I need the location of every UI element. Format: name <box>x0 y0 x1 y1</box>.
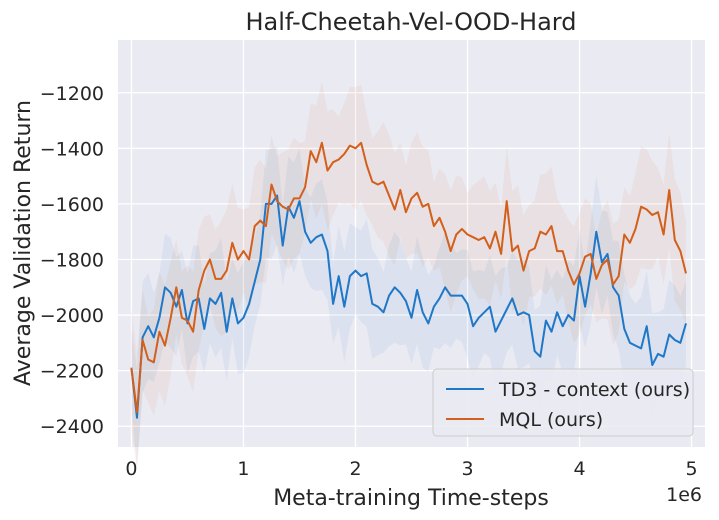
x-tick-labels: 0 1 2 3 4 5 <box>125 458 697 480</box>
x-tick-label: 0 <box>125 458 137 480</box>
x-tick-label: 3 <box>461 458 473 480</box>
line-td3-context-ours <box>130 194 687 419</box>
y-axis-label: Average Validation Return <box>11 100 36 386</box>
y-tick-labels: −2400 −2200 −2000 −1800 −1600 −1400 −1200 <box>40 83 104 438</box>
y-tick-label: −1800 <box>40 249 104 271</box>
x-axis-label: Meta-training Time-steps <box>273 486 549 511</box>
line-mql-ours <box>130 141 687 414</box>
legend-label-mql: MQL (ours) <box>499 409 603 431</box>
series-lines <box>130 141 687 419</box>
y-tick-label: −1600 <box>40 194 104 216</box>
x-tick-label: 5 <box>686 458 698 480</box>
band-mql-ours <box>131 81 686 471</box>
x-tick-label: 1 <box>237 458 249 480</box>
legend-label-td3-context: TD3 - context (ours) <box>498 379 690 401</box>
y-tick-label: −2400 <box>40 416 104 438</box>
x-multiplier-label: 1e6 <box>666 484 702 506</box>
y-tick-label: −1200 <box>40 83 104 105</box>
x-tick-label: 4 <box>573 458 585 480</box>
y-tick-label: −1400 <box>40 138 104 160</box>
y-tick-label: −2200 <box>40 361 104 383</box>
chart-title: Half-Cheetah-Vel-OOD-Hard <box>246 8 577 36</box>
x-tick-label: 2 <box>349 458 361 480</box>
y-tick-label: −2000 <box>40 305 104 327</box>
legend: TD3 - context (ours) MQL (ours) <box>432 368 694 437</box>
legend-box <box>432 368 694 437</box>
